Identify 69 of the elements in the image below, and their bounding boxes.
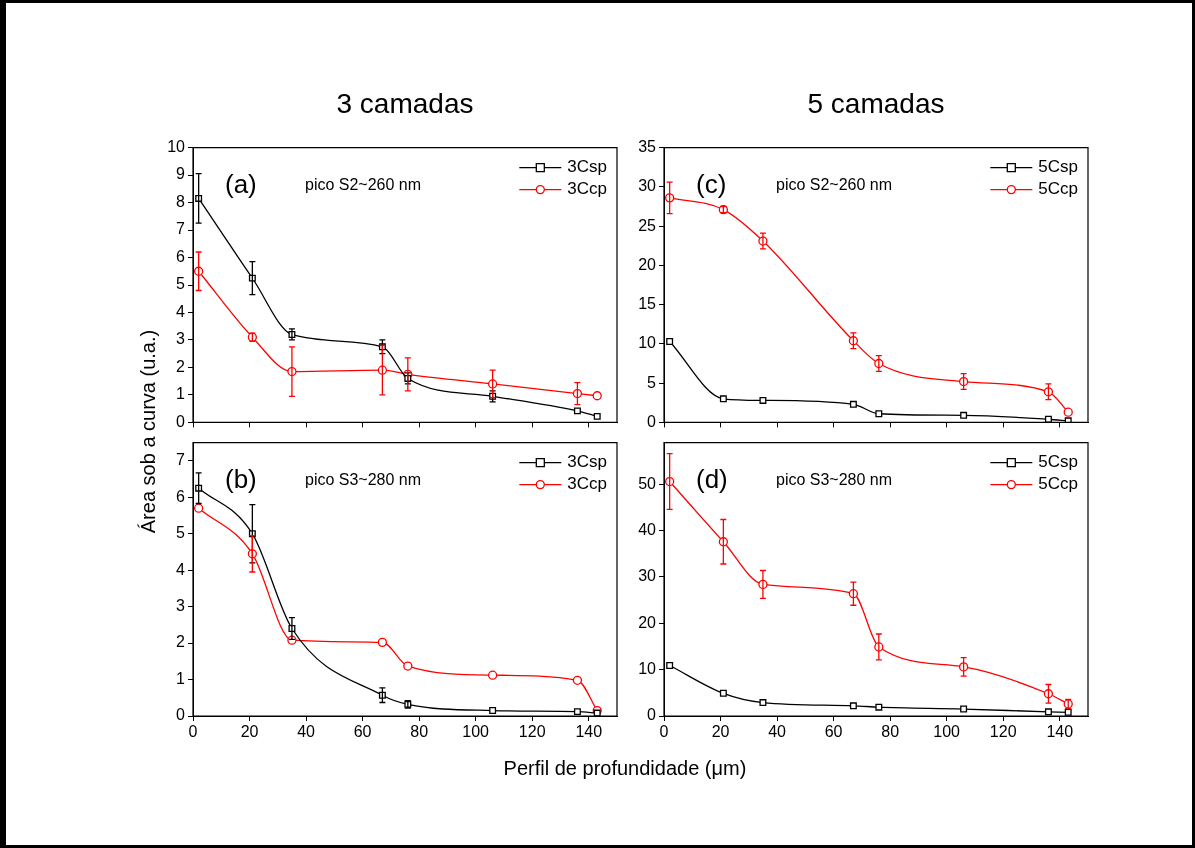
x-tick-label: 0 <box>188 723 198 741</box>
legend-label: 3Ccp <box>567 179 607 199</box>
y-axis-title: Área sob a curva (u.a.) <box>136 329 159 534</box>
x-tick-label: 80 <box>881 723 900 741</box>
annotation: (b) <box>225 463 257 494</box>
x-tick-label: 0 <box>659 723 669 741</box>
y-tick-label: 0 <box>176 412 186 430</box>
y-tick-label: 20 <box>638 255 657 273</box>
x-tick-label: 120 <box>989 723 1017 741</box>
legend-label: 3Csp <box>567 157 607 177</box>
annotation: pico S3~280 nm <box>305 471 422 489</box>
y-tick-label: 5 <box>176 524 186 542</box>
y-tick-label: 30 <box>638 567 657 585</box>
annotation: pico S2~260 nm <box>776 176 893 194</box>
annotation: (a) <box>225 168 257 199</box>
x-tick-label: 40 <box>768 723 787 741</box>
y-tick-label: 6 <box>176 247 186 265</box>
x-tick-label: 100 <box>462 723 490 741</box>
y-tick-label: 15 <box>638 295 657 313</box>
legend-label: 3Ccp <box>567 474 607 494</box>
legend-label: 5Csp <box>1038 452 1078 472</box>
x-tick-label: 60 <box>353 723 372 741</box>
x-tick-label: 20 <box>711 723 730 741</box>
y-tick-label: 3 <box>176 330 186 348</box>
y-tick-label: 8 <box>176 192 186 210</box>
y-tick-label: 2 <box>176 357 186 375</box>
y-tick-label: 7 <box>176 220 186 238</box>
legend-label: 5Ccp <box>1038 474 1078 494</box>
y-tick-label: 1 <box>176 669 186 687</box>
y-tick-label: 35 <box>638 138 657 156</box>
y-tick-label: 1 <box>176 385 186 403</box>
x-tick-label: 100 <box>933 723 961 741</box>
legend-label: 5Ccp <box>1038 179 1078 199</box>
y-tick-label: 25 <box>638 216 657 234</box>
x-tick-label: 140 <box>575 723 603 741</box>
y-tick-label: 30 <box>638 177 657 195</box>
annotation: pico S3~280 nm <box>776 471 893 489</box>
annotation: pico S2~260 nm <box>305 176 422 194</box>
y-tick-label: 10 <box>167 138 186 156</box>
y-tick-label: 3 <box>176 597 186 615</box>
legend-label: 5Csp <box>1038 157 1078 177</box>
y-tick-label: 7 <box>176 451 186 469</box>
y-tick-label: 50 <box>638 474 657 492</box>
chart-title: 3 camadas <box>336 88 474 119</box>
y-tick-label: 0 <box>176 706 186 724</box>
x-tick-label: 20 <box>240 723 259 741</box>
x-tick-label: 40 <box>297 723 316 741</box>
y-tick-label: 20 <box>638 613 657 631</box>
x-tick-label: 140 <box>1046 723 1074 741</box>
y-tick-label: 10 <box>638 334 657 352</box>
y-tick-label: 4 <box>176 302 186 320</box>
y-tick-label: 0 <box>647 412 657 430</box>
y-tick-label: 0 <box>647 706 657 724</box>
y-tick-label: 6 <box>176 487 186 505</box>
annotation: (d) <box>696 463 728 494</box>
x-tick-label: 120 <box>518 723 546 741</box>
x-tick-label: 60 <box>824 723 843 741</box>
annotation: (c) <box>696 168 727 199</box>
y-tick-label: 10 <box>638 660 657 678</box>
x-axis-title: Perfil de profundidade (μm) <box>503 757 747 779</box>
x-tick-label: 80 <box>410 723 429 741</box>
legend-label: 3Csp <box>567 452 607 472</box>
y-tick-label: 4 <box>176 560 186 578</box>
y-tick-label: 2 <box>176 633 186 651</box>
chart-title: 5 camadas <box>807 88 945 119</box>
y-tick-label: 5 <box>647 373 657 391</box>
y-tick-label: 40 <box>638 521 657 539</box>
y-tick-label: 9 <box>176 165 186 183</box>
y-tick-label: 5 <box>176 275 186 293</box>
